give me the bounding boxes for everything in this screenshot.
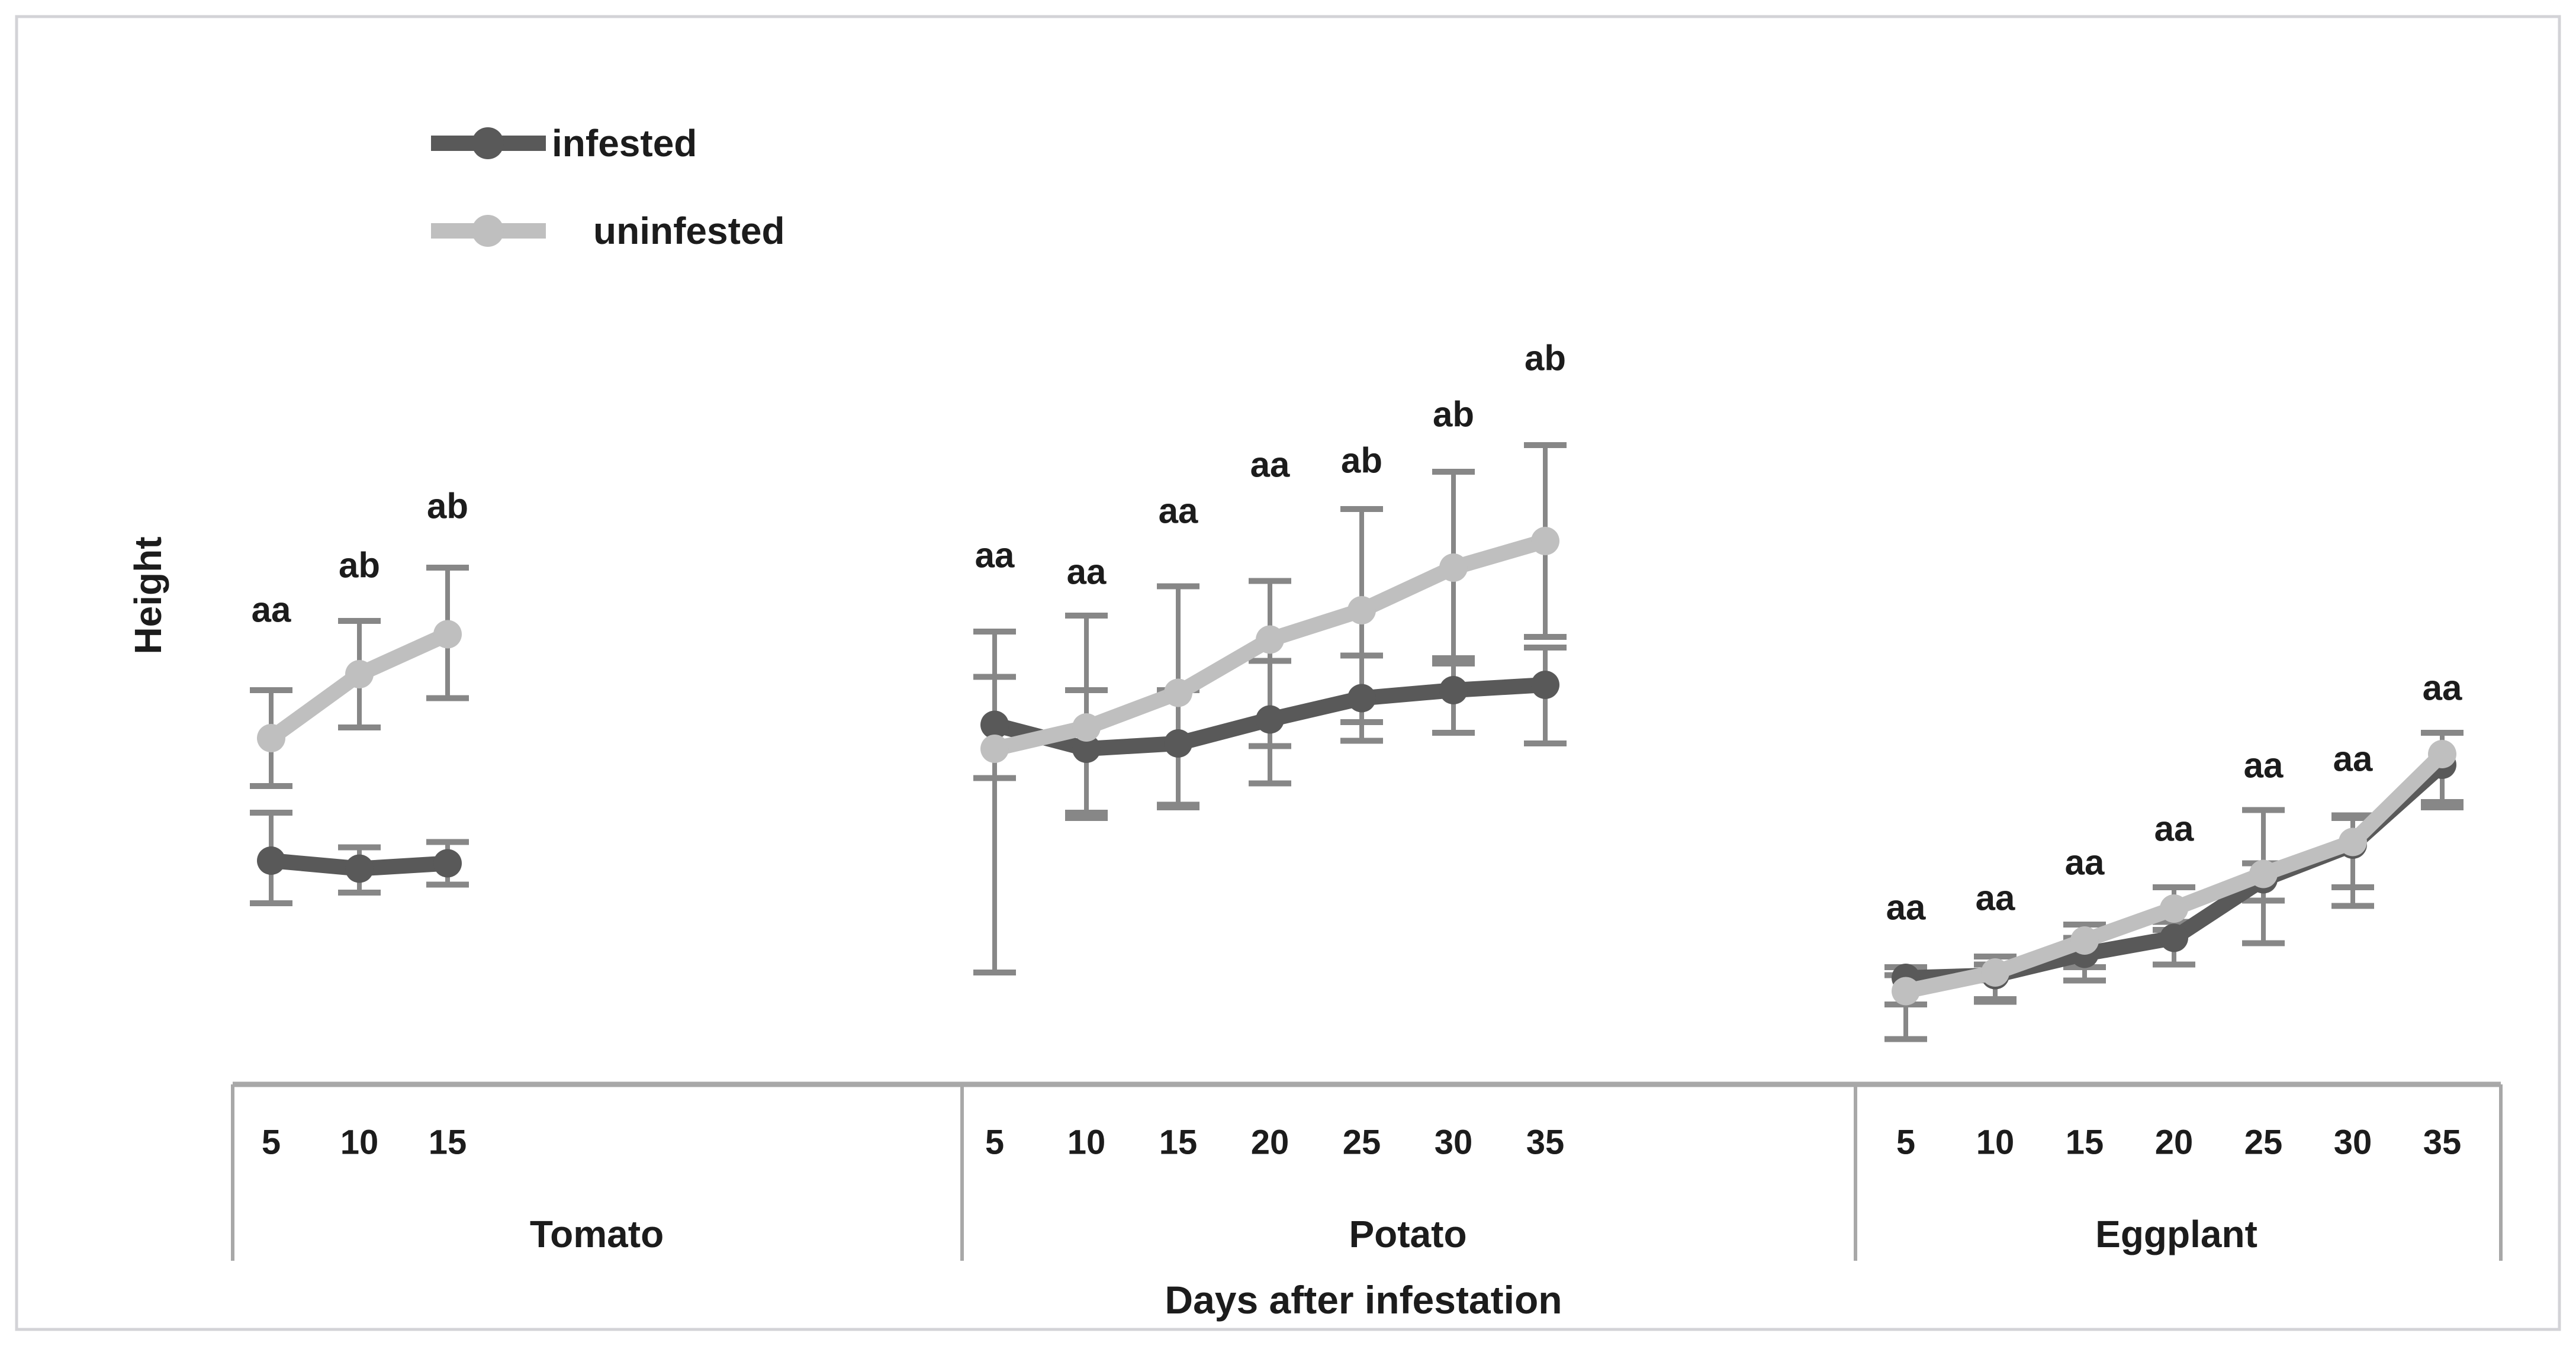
category-label: Potato (1349, 1213, 1467, 1255)
legend-item-label: uninfested (593, 210, 785, 252)
tick-label: 15 (429, 1123, 467, 1162)
group-tomato: aa ab ab (250, 487, 469, 906)
tick-label: 5 (985, 1123, 1004, 1162)
data-point-marker-uninfested (2160, 894, 2188, 923)
tick-label: 25 (2244, 1123, 2283, 1162)
tick-label: 15 (2066, 1123, 2104, 1162)
tick-label: 5 (262, 1123, 281, 1162)
data-point-marker-infested (1072, 735, 1101, 763)
tick-label: 30 (2334, 1123, 2372, 1162)
data-point-marker-uninfested (1164, 678, 1192, 707)
plot-area: aa ab ab aa aa aa aa ab ab ab aa aa aa aa aa aa aa (250, 339, 2464, 1042)
legend: infested uninfested (431, 122, 785, 252)
data-point-marker-uninfested (345, 660, 374, 688)
tick-label: 15 (1159, 1123, 1198, 1162)
tick-label: 10 (1976, 1123, 2015, 1162)
sig-label: aa (252, 590, 291, 630)
tick-label: 35 (1526, 1123, 1565, 1162)
data-point-marker-uninfested (2070, 926, 2099, 955)
sig-label: ab (1341, 441, 1382, 481)
category-label: Tomato (530, 1213, 664, 1255)
sig-label: aa (1067, 552, 1107, 592)
legend-item: infested (431, 122, 697, 165)
group-potato: aa aa aa aa ab ab ab (973, 339, 1567, 975)
legend-item: uninfested (431, 210, 785, 252)
sig-label: aa (2423, 668, 2462, 708)
sig-label: aa (2065, 843, 2105, 883)
category-label: Eggplant (2095, 1213, 2257, 1255)
sig-label: aa (1886, 888, 1926, 928)
sig-label: aa (2154, 809, 2194, 849)
sig-label: aa (1159, 491, 1198, 531)
data-point-marker-infested (345, 854, 374, 883)
sig-label: aa (1250, 445, 1290, 485)
data-point-marker-infested (1164, 729, 1192, 758)
sig-label: ab (339, 546, 380, 585)
data-point-marker-uninfested (1892, 977, 1920, 1006)
data-point-marker-uninfested (1348, 596, 1376, 624)
data-point-marker-infested (1531, 671, 1559, 699)
tick-label: 20 (2155, 1123, 2194, 1162)
data-point-marker-uninfested (980, 735, 1009, 763)
sig-label: aa (2244, 746, 2284, 785)
data-point-marker-uninfested (2339, 827, 2367, 856)
sig-label: ab (1525, 339, 1566, 378)
data-point-marker-uninfested (2428, 740, 2456, 768)
data-point-marker-uninfested (1256, 625, 1284, 654)
legend-marker-dot (472, 215, 504, 247)
data-point-marker-infested (980, 710, 1009, 739)
data-point-marker-uninfested (1439, 553, 1468, 582)
tick-label: 35 (2423, 1123, 2462, 1162)
data-point-marker-infested (1348, 684, 1376, 713)
data-point-marker-uninfested (433, 620, 462, 649)
tick-label: 25 (1343, 1123, 1381, 1162)
tick-label: 30 (1435, 1123, 1473, 1162)
legend-marker-dot (472, 127, 504, 159)
x-axis: 5 10 15 Tomato 5 10 15 20 25 30 35 Potato 5 10 15 20 25 3… (231, 1081, 2503, 1261)
data-point-marker-infested (1256, 705, 1284, 734)
tick-label: 10 (340, 1123, 379, 1162)
data-point-marker-uninfested (1072, 713, 1101, 742)
data-point-marker-uninfested (1531, 527, 1559, 555)
group-eggplant: aa aa aa aa aa aa aa (1884, 668, 2464, 1042)
tick-label: 5 (1896, 1123, 1915, 1162)
x-axis-title: Days after infestation (1165, 1278, 1562, 1322)
figure-border (15, 15, 2561, 1331)
data-point-marker-infested (2160, 923, 2188, 952)
data-point-marker-uninfested (2249, 859, 2278, 888)
data-point-marker-infested (1439, 676, 1468, 704)
y-axis-title: Height (127, 536, 169, 654)
data-point-marker-uninfested (1981, 958, 2009, 987)
tick-label: 20 (1251, 1123, 1289, 1162)
tick-label: 10 (1067, 1123, 1106, 1162)
sig-label: aa (975, 536, 1015, 575)
legend-item-label: infested (552, 122, 697, 165)
sig-label: aa (1976, 878, 2015, 918)
sig-label: aa (2333, 739, 2373, 779)
data-point-marker-infested (433, 849, 462, 878)
data-point-marker-uninfested (257, 724, 285, 752)
data-point-marker-infested (257, 846, 285, 875)
sig-label: ab (427, 487, 468, 526)
sig-label: ab (1433, 395, 1474, 434)
